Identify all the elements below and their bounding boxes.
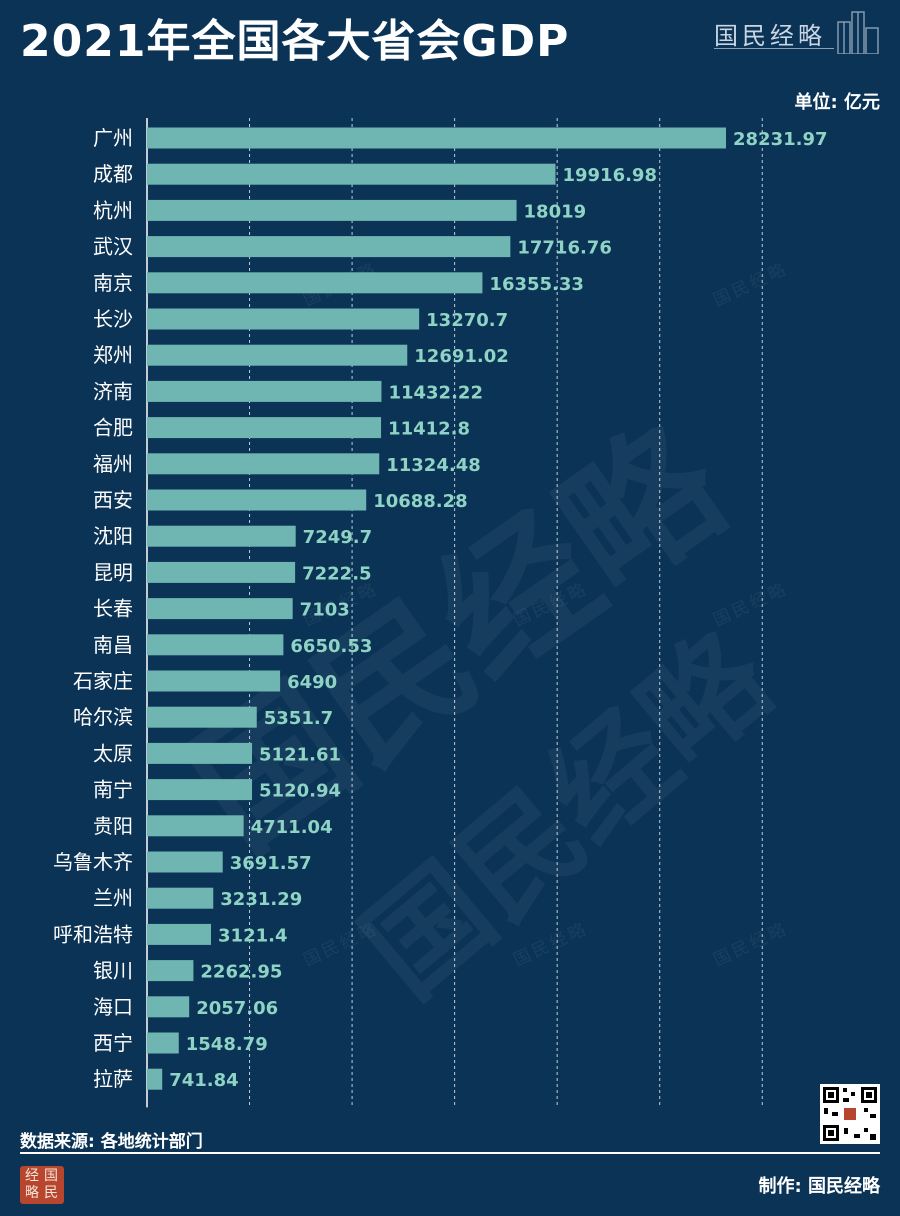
category-label: 石家庄 <box>73 669 133 693</box>
category-label: 西宁 <box>93 1031 133 1055</box>
data-label: 19916.98 <box>562 165 657 186</box>
category-label: 哈尔滨 <box>73 705 133 729</box>
data-label: 18019 <box>524 201 587 222</box>
data-label: 5120.94 <box>259 781 341 802</box>
bar <box>147 453 380 475</box>
bar <box>147 815 244 837</box>
data-label: 741.84 <box>169 1070 238 1091</box>
category-label: 合肥 <box>93 416 133 440</box>
bar <box>147 1068 163 1090</box>
data-label: 5121.61 <box>259 744 341 765</box>
category-label: 太原 <box>93 741 133 765</box>
bar <box>147 489 367 511</box>
bar <box>147 960 194 982</box>
category-label: 海口 <box>93 995 133 1019</box>
category-label: 杭州 <box>93 198 133 222</box>
category-label: 兰州 <box>93 886 133 910</box>
brand-name: 国民经略 <box>714 22 826 50</box>
bar <box>147 344 408 366</box>
footer-divider <box>20 1152 880 1154</box>
bar <box>147 779 253 801</box>
data-label: 3121.4 <box>218 925 287 946</box>
footer-logo-char: 略 <box>25 1185 39 1201</box>
brand-logo: 国民经略 <box>714 6 884 54</box>
bar <box>147 417 382 439</box>
category-label: 沈阳 <box>93 524 133 548</box>
data-label: 11432.22 <box>388 382 483 403</box>
bar <box>147 272 483 294</box>
bar <box>147 742 253 764</box>
bar <box>147 887 214 909</box>
qr-code[interactable] <box>820 1084 880 1144</box>
bar <box>147 598 293 620</box>
bar <box>147 127 726 149</box>
data-label: 10688.28 <box>373 491 468 512</box>
bar <box>147 923 212 945</box>
data-label: 7222.5 <box>302 563 371 584</box>
data-label: 6490 <box>287 672 337 693</box>
category-label: 长春 <box>93 597 133 621</box>
bar-chart: 050001000015000200002500030000广州28231.97… <box>53 118 828 1108</box>
bar <box>147 380 382 402</box>
data-label: 7249.7 <box>303 527 372 548</box>
data-label: 11324.48 <box>386 455 481 476</box>
unit-label: 单位: 亿元 <box>794 92 880 113</box>
qr-code-icon <box>823 1087 877 1141</box>
data-label: 16355.33 <box>489 274 584 295</box>
category-label: 成都 <box>93 162 133 186</box>
data-source: 数据来源: 各地统计部门 <box>20 1132 203 1152</box>
data-label: 11412.8 <box>388 419 470 440</box>
category-label: 郑州 <box>93 343 133 367</box>
buildings-icon <box>837 11 879 54</box>
data-label: 28231.97 <box>733 129 828 150</box>
category-label: 广州 <box>93 126 133 150</box>
category-label: 呼和浩特 <box>53 922 133 946</box>
category-label: 昆明 <box>93 560 133 584</box>
category-label: 济南 <box>93 379 133 403</box>
data-label: 4711.04 <box>251 817 333 838</box>
footer-logo-char: 经 <box>25 1168 39 1184</box>
data-label: 1548.79 <box>186 1034 268 1055</box>
bar <box>147 1032 179 1054</box>
footer-logo-char: 国 <box>44 1168 58 1184</box>
category-label: 长沙 <box>93 307 133 331</box>
data-label: 7103 <box>300 600 350 621</box>
category-label: 武汉 <box>93 235 133 259</box>
data-label: 2057.06 <box>196 998 278 1019</box>
bar <box>147 561 296 583</box>
data-label: 13270.7 <box>426 310 508 331</box>
category-label: 贵阳 <box>93 814 133 838</box>
bar <box>147 996 190 1018</box>
bar <box>147 163 556 185</box>
page-title: 2021年全国各大省会GDP <box>20 16 570 67</box>
data-label: 12691.02 <box>414 346 509 367</box>
footer-logo-char: 民 <box>44 1185 58 1201</box>
bar <box>147 670 281 692</box>
bar <box>147 236 511 258</box>
bar <box>147 706 257 728</box>
data-label: 2262.95 <box>200 962 282 983</box>
category-label: 银川 <box>93 959 133 983</box>
footer-logo: 经 国 略 民 <box>20 1166 64 1204</box>
data-label: 3231.29 <box>220 889 302 910</box>
category-label: 西安 <box>93 488 133 512</box>
category-label: 乌鲁木齐 <box>53 850 133 874</box>
data-label: 17716.76 <box>517 238 612 259</box>
bar <box>147 199 517 221</box>
brand-underline <box>714 48 834 49</box>
category-label: 南昌 <box>93 633 133 657</box>
category-label: 拉萨 <box>93 1067 133 1091</box>
bar <box>147 634 284 656</box>
data-label: 3691.57 <box>230 853 312 874</box>
bar <box>147 525 296 547</box>
credit: 制作: 国民经略 <box>758 1176 880 1197</box>
category-label: 南宁 <box>93 778 133 802</box>
data-label: 6650.53 <box>290 636 372 657</box>
bar <box>147 851 223 873</box>
data-label: 5351.7 <box>264 708 333 729</box>
category-label: 南京 <box>93 271 133 295</box>
bar <box>147 308 420 330</box>
category-label: 福州 <box>93 452 133 476</box>
